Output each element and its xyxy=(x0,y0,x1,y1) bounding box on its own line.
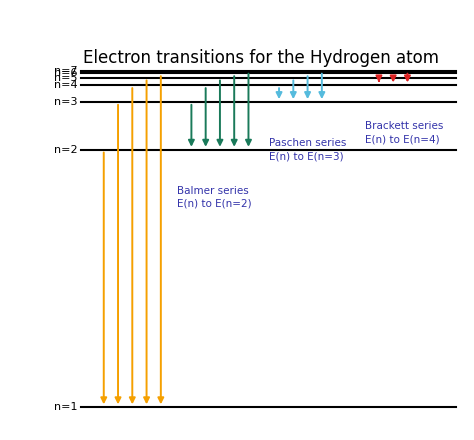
Text: Electron transitions for the Hydrogen atom: Electron transitions for the Hydrogen at… xyxy=(82,49,439,67)
Text: n=2: n=2 xyxy=(54,145,77,155)
Text: n=4: n=4 xyxy=(54,80,77,90)
Text: Balmer series
E(n) to E(n=2): Balmer series E(n) to E(n=2) xyxy=(177,186,252,209)
Text: n=1: n=1 xyxy=(54,402,77,412)
Text: n=7: n=7 xyxy=(54,66,77,76)
Text: Brackett series
E(n) to E(n=4): Brackett series E(n) to E(n=4) xyxy=(365,121,443,144)
Text: n=3: n=3 xyxy=(54,97,77,107)
Text: n=5: n=5 xyxy=(54,73,77,83)
Text: n=6: n=6 xyxy=(54,68,77,78)
Text: Paschen series
E(n) to E(n=3): Paschen series E(n) to E(n=3) xyxy=(269,138,346,161)
